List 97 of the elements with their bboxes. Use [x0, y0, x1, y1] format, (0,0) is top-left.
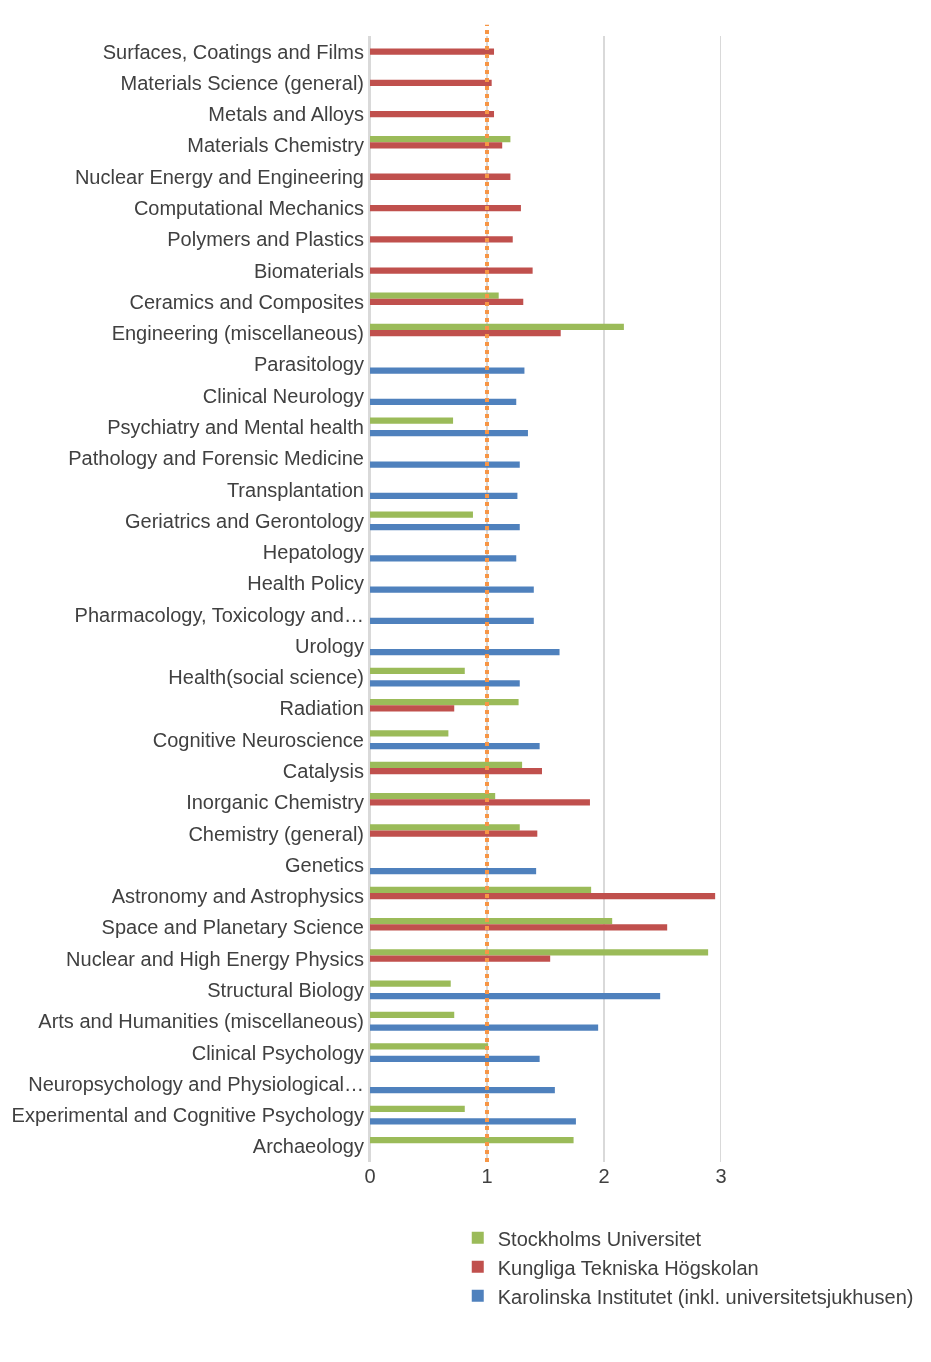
- bar: [370, 767, 542, 775]
- y-tick-label: Arts and Humanities (miscellaneous): [38, 1010, 364, 1033]
- x-tick-label: 2: [598, 1165, 610, 1187]
- y-tick-label: Materials Chemistry: [187, 134, 364, 157]
- bar: [370, 649, 560, 656]
- y-tick-label: Archaeology: [252, 1135, 364, 1158]
- y-tick-label: Computational Mechanics: [133, 197, 364, 220]
- bar: [370, 980, 451, 987]
- y-tick-label: Transplantation: [226, 478, 364, 501]
- bar: [370, 918, 613, 925]
- legend-label: Karolinska Institutet (inkl. universitetsjukhusen): [497, 1285, 914, 1308]
- bar: [370, 555, 517, 562]
- bar: [370, 461, 520, 468]
- bar: [370, 330, 561, 337]
- bar: [370, 267, 533, 274]
- y-tick-label: Catalysis: [282, 760, 364, 783]
- y-tick-label: Engineering (miscellaneous): [111, 322, 364, 345]
- bar: [370, 1043, 489, 1050]
- bar: [370, 830, 538, 837]
- y-tick-label: Geriatrics and Gerontology: [124, 509, 364, 532]
- y-tick-label: Polymers and Plastics: [167, 228, 364, 251]
- y-tick-label: Nuclear and High Energy Physics: [66, 947, 364, 970]
- y-tick-label: Ceramics and Composites: [129, 290, 364, 313]
- bar: [370, 792, 496, 800]
- bar: [370, 492, 518, 499]
- y-tick-label: Nuclear Energy and Engineering: [74, 165, 364, 188]
- y-tick-label: Astronomy and Astrophysics: [111, 885, 364, 908]
- bar: [370, 742, 540, 750]
- bar: [370, 1055, 540, 1062]
- bar: [370, 48, 495, 55]
- y-tick-label: Neuropsychology and Physiological…: [28, 1072, 364, 1095]
- bar: [370, 1136, 574, 1144]
- legend-label: Kungliga Tekniska Högskolan: [497, 1256, 759, 1279]
- bar: [370, 667, 465, 675]
- bar: [370, 204, 521, 212]
- bar: [370, 867, 537, 875]
- bar: [370, 1105, 465, 1112]
- x-tick-label: 0: [364, 1165, 376, 1187]
- bar: [370, 680, 520, 687]
- bar: [370, 292, 499, 299]
- y-tick-label: Experimental and Cognitive Psychology: [11, 1104, 364, 1127]
- y-tick-label: Chemistry (general): [188, 822, 364, 845]
- bar: [370, 323, 624, 331]
- bar: [370, 705, 455, 712]
- bar: [370, 1011, 455, 1019]
- bar: [370, 949, 709, 956]
- bar: [370, 730, 449, 737]
- bar: [370, 824, 520, 831]
- y-tick-label: Hepatology: [262, 541, 364, 564]
- bar: [370, 955, 551, 962]
- y-tick-label: Biomaterials: [253, 259, 364, 282]
- bar: [370, 523, 520, 531]
- bar: [370, 799, 590, 806]
- bar: [370, 173, 511, 180]
- bar: [370, 761, 523, 768]
- y-tick-label: Clinical Neurology: [202, 384, 364, 407]
- y-tick-label: Pathology and Forensic Medicine: [68, 447, 364, 470]
- bar: [370, 430, 528, 437]
- bar: [370, 142, 503, 149]
- legend-label: Stockholms Universitet: [497, 1227, 702, 1250]
- bar: [370, 136, 511, 143]
- y-tick-label: Surfaces, Coatings and Films: [102, 40, 364, 63]
- bar: [370, 617, 534, 625]
- y-tick-label: Structural Biology: [207, 978, 364, 1001]
- y-tick-label: Psychiatry and Mental health: [107, 415, 364, 438]
- y-tick-label: Space and Planetary Science: [101, 916, 364, 939]
- y-tick-label: Pharmacology, Toxicology and…: [74, 603, 364, 626]
- bar: [370, 417, 454, 424]
- bar: [370, 511, 473, 518]
- y-tick-label: Urology: [295, 634, 364, 657]
- bar: [370, 886, 592, 894]
- bar: [370, 298, 524, 305]
- bar: [370, 1024, 599, 1031]
- y-tick-label: Parasitology: [253, 353, 364, 376]
- bar: [370, 924, 668, 931]
- y-tick-label: Inorganic Chemistry: [186, 791, 364, 814]
- bar: [370, 398, 517, 406]
- x-tick-label: 3: [715, 1165, 727, 1187]
- bar: [370, 111, 495, 118]
- y-tick-label: Materials Science (general): [120, 71, 364, 94]
- y-tick-label: Metals and Alloys: [208, 103, 364, 126]
- y-tick-label: Radiation: [279, 697, 364, 720]
- x-tick-label: 1: [481, 1165, 493, 1187]
- y-tick-label: Health(social science): [168, 666, 364, 689]
- bar: [370, 699, 519, 706]
- bar: [370, 893, 716, 900]
- bar: [370, 1086, 555, 1094]
- bar: [370, 993, 661, 1000]
- bar: [370, 367, 525, 374]
- bar: [370, 236, 513, 243]
- bar: [370, 1118, 576, 1125]
- y-tick-label: Clinical Psychology: [191, 1041, 364, 1064]
- y-tick-label: Health Policy: [247, 572, 364, 595]
- bar: [370, 79, 492, 87]
- y-tick-label: Cognitive Neuroscience: [152, 728, 364, 751]
- bar: [370, 586, 534, 593]
- y-tick-label: Genetics: [285, 853, 364, 876]
